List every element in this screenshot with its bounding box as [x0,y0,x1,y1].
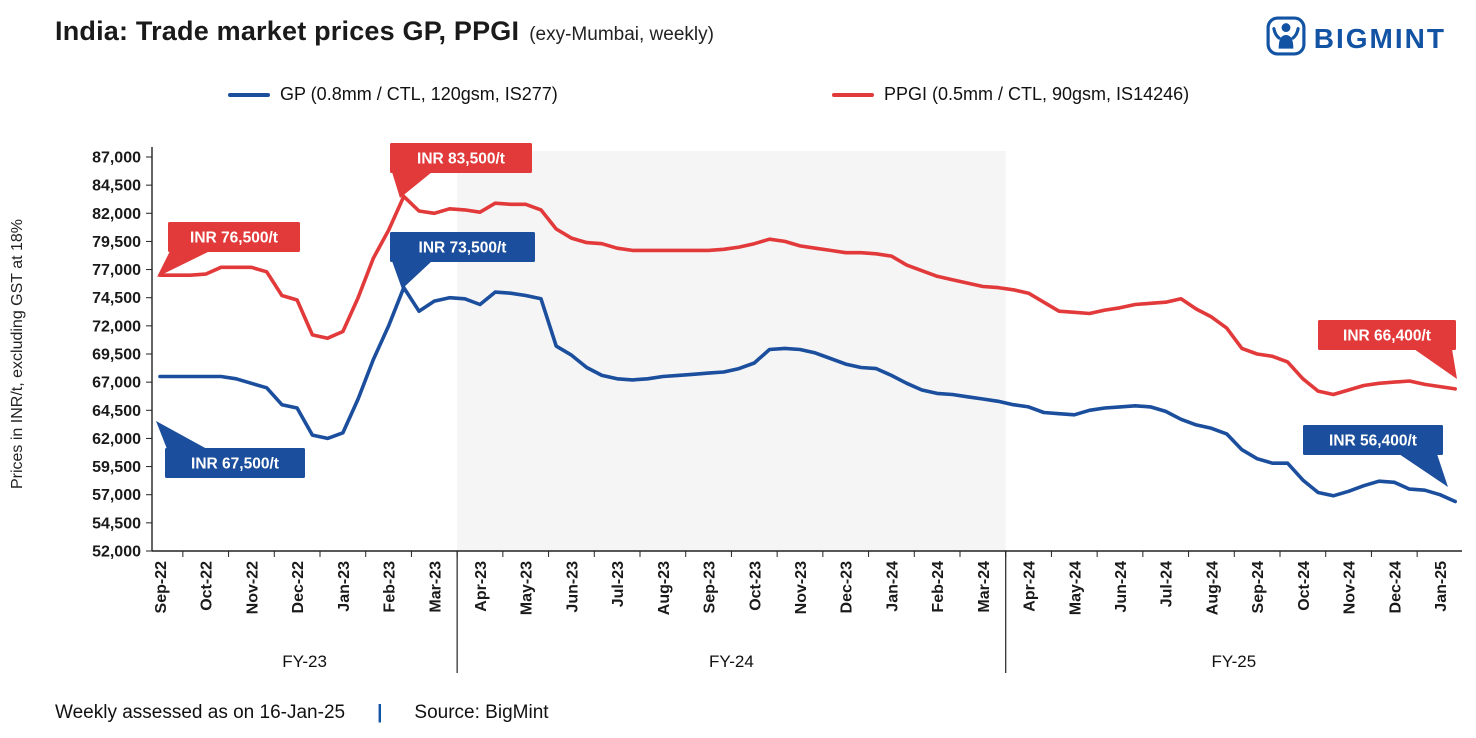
chart-legend: GP (0.8mm / CTL, 120gsm, IS277) PPGI (0.… [0,84,1476,110]
callout-label: INR 67,500/t [191,456,279,473]
x-tick-label: Feb-24 [930,561,947,613]
x-tick-label: Jun-24 [1113,561,1130,613]
y-tick-label: 59,500 [92,459,141,476]
y-tick-label: 64,500 [92,403,141,420]
callout-label: INR 83,500/t [417,151,505,168]
callout-box [168,222,300,252]
y-tick-label: 67,000 [92,375,141,392]
y-tick-label: 77,000 [92,262,141,279]
callout-ppgi-start: INR 76,500/t [157,222,300,277]
y-axis: 87,000 84,500 82,000 79,500 77,000 74,500 72,0… [92,150,152,561]
ppgi-line-swatch [832,92,874,97]
x-tick-label: Oct-22 [199,561,216,611]
callout-ppgi-peak: INR 83,500/t [390,143,532,198]
callout-tail [392,261,432,289]
x-tick-label: Oct-23 [747,561,764,611]
bigmint-logo-text: BIGMINT [1313,22,1446,54]
x-tick-label: May-24 [1067,561,1084,615]
callout-tail [1399,454,1448,487]
fiscal-year-groups: FY-23 FY-24 FY-25 [282,551,1256,673]
callout-box [165,448,305,478]
y-axis-title: Prices in INR/t, excluding GST at 18% [9,219,26,489]
callout-tail [157,251,210,277]
legend-item-gp: GP (0.8mm / CTL, 120gsm, IS277) [228,84,558,105]
callout-label: INR 56,400/t [1329,433,1417,450]
callout-tail [392,172,432,198]
ppgi-legend-label: PPGI (0.5mm / CTL, 90gsm, IS14246) [884,84,1190,104]
x-tick-label: Sep-23 [702,561,719,614]
x-tick-label: Dec-23 [839,561,856,614]
gp-series-line [158,285,1457,504]
callout-tail [156,421,207,449]
x-tick-label: Mar-24 [976,561,993,613]
fiscal-year-label: FY-24 [709,652,754,671]
x-tick-label: Nov-24 [1342,561,1359,614]
x-tick-label: May-23 [519,561,536,615]
y-tick-label: 62,000 [92,431,141,448]
callout-box [390,143,532,173]
callout-box [1318,320,1456,350]
x-tick-label: Dec-22 [290,561,307,614]
x-tick-label: Sep-24 [1250,561,1267,614]
footer: Weekly assessed as on 16-Jan-25 | Source… [55,702,549,724]
title-wrap: India: Trade market prices GP, PPGI (exy… [55,16,714,47]
header: India: Trade market prices GP, PPGI (exy… [55,16,1446,61]
y-tick-label: 72,000 [92,318,141,335]
x-tick-label: Jul-23 [610,561,627,607]
callout-gp-start: INR 67,500/t [156,421,305,478]
y-tick-label: 54,500 [92,515,141,532]
callout-gp-end: INR 56,400/t [1303,425,1448,487]
y-tick-label: 57,000 [92,487,141,504]
x-tick-label: Jul-24 [1159,561,1176,607]
bigmint-logo: BIGMINT [1266,16,1446,61]
x-tick-label: Nov-22 [244,561,261,614]
y-tick-label: 52,000 [92,544,141,561]
x-tick-label: Jan-25 [1433,561,1450,612]
callout-box [1303,425,1443,455]
x-tick-label: Dec-24 [1387,561,1404,614]
page-title: India: Trade market prices GP, PPGI [55,16,520,46]
fiscal-year-label: FY-23 [282,652,327,671]
x-tick-label: Oct-24 [1296,561,1313,611]
callout-label: INR 76,500/t [190,230,278,247]
gp-legend-label: GP (0.8mm / CTL, 120gsm, IS277) [280,84,558,104]
x-tick-label: Aug-24 [1204,561,1221,615]
x-tick-label: Sep-22 [153,561,170,614]
x-tick-label: Aug-23 [656,561,673,615]
page-subtitle: (exy-Mumbai, weekly) [529,24,714,45]
x-tick-label: Jan-23 [336,561,353,612]
y-tick-label: 82,000 [92,206,141,223]
x-tick-label: Nov-23 [793,561,810,614]
callout-label: INR 66,400/t [1343,328,1431,345]
callout-tail [1414,349,1457,379]
x-tick-label: Jan-24 [884,561,901,612]
y-tick-label: 87,000 [92,150,141,167]
x-tick-label: Jun-23 [564,561,581,613]
x-tick-label: Feb-23 [382,561,399,613]
gp-line-swatch [228,92,270,97]
callout-ppgi-end: INR 66,400/t [1318,320,1457,379]
bigmint-logo-icon [1266,16,1306,61]
source-note: Source: BigMint [414,702,549,723]
callout-box [390,232,535,262]
callout-gp-peak: INR 73,500/t [390,232,535,289]
fiscal-year-label: FY-25 [1211,652,1256,671]
x-tick-label: Mar-23 [427,561,444,613]
callout-label: INR 73,500/t [419,240,507,257]
y-tick-label: 79,500 [92,234,141,251]
footer-separator: | [377,702,383,723]
ppgi-series-line [158,194,1457,397]
chart-area: Prices in INR/t, excluding GST at 18% 87… [0,125,1476,695]
x-tick-label: Apr-24 [1022,561,1039,612]
price-trend-chart: Prices in INR/t, excluding GST at 18% 87… [9,143,1462,673]
assessment-note: Weekly assessed as on 16-Jan-25 [55,702,346,723]
x-tick-label: Apr-23 [473,561,490,612]
y-tick-label: 84,500 [92,178,141,195]
x-axis: Sep-22 Oct-22 Nov-22 Dec-22 Jan-23 Feb-23 Mar-… [153,551,1450,615]
y-tick-label: 74,500 [92,290,141,307]
y-tick-label: 69,500 [92,347,141,364]
legend-item-ppgi: PPGI (0.5mm / CTL, 90gsm, IS14246) [832,84,1189,105]
